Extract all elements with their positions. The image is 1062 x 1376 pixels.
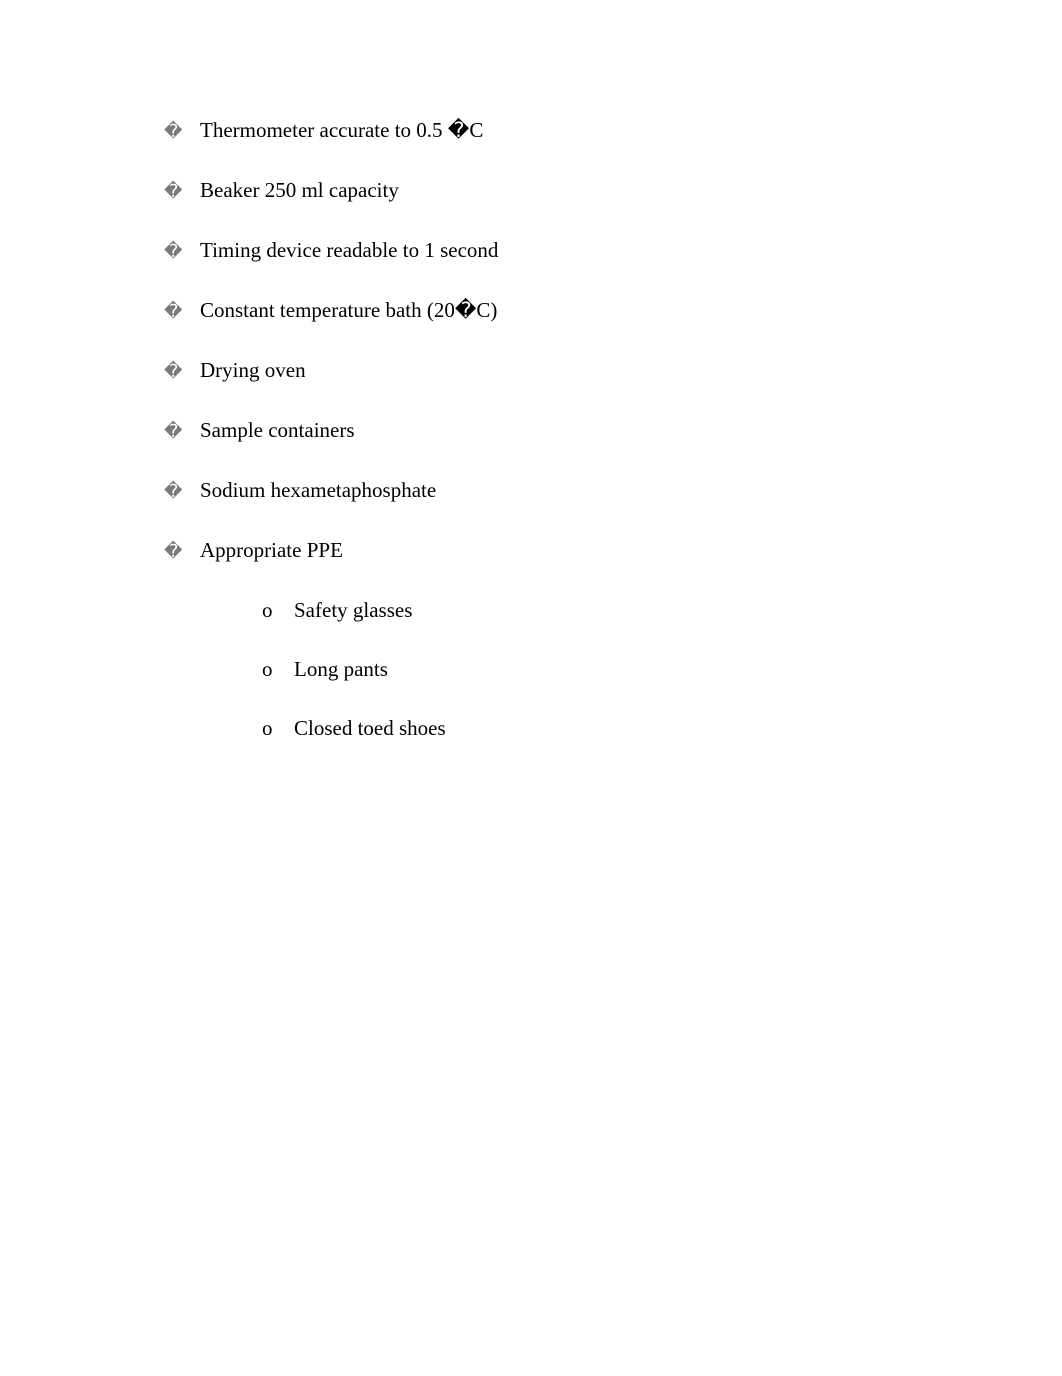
bullet-icon: �: [164, 358, 200, 383]
list-item: � Sodium hexametaphosphate: [164, 478, 1062, 503]
bullet-icon: �: [164, 478, 200, 503]
bullet-icon: �: [164, 298, 200, 323]
list-item: � Timing device readable to 1 second: [164, 238, 1062, 263]
list-item: � Sample containers: [164, 418, 1062, 443]
list-item: � Thermometer accurate to 0.5 �C: [164, 118, 1062, 143]
sub-list-item: o Long pants: [262, 657, 1062, 681]
bullet-icon: �: [164, 538, 200, 563]
list-item: � Beaker 250 ml capacity: [164, 178, 1062, 203]
list-item: � Appropriate PPE: [164, 538, 1062, 563]
list-item-text: Beaker 250 ml capacity: [200, 178, 399, 202]
list-item-text: Constant temperature bath (20�C): [200, 298, 497, 322]
bullet-icon: �: [164, 238, 200, 263]
list-item-text: Thermometer accurate to 0.5 �C: [200, 118, 483, 142]
sub-list: o Safety glasses o Long pants o Closed t…: [164, 598, 1062, 740]
bullet-icon: �: [164, 178, 200, 203]
list-item-text: Drying oven: [200, 358, 306, 382]
list-item-text: Timing device readable to 1 second: [200, 238, 498, 262]
document-page: � Thermometer accurate to 0.5 �C � Beake…: [0, 0, 1062, 740]
list-item-text: Sample containers: [200, 418, 355, 442]
list-item-text: Sodium hexametaphosphate: [200, 478, 436, 502]
list-item-text: Appropriate PPE: [200, 538, 343, 562]
sub-bullet-icon: o: [262, 657, 294, 681]
sub-list-item-text: Safety glasses: [294, 598, 412, 622]
sub-bullet-icon: o: [262, 716, 294, 740]
list-item: � Drying oven: [164, 358, 1062, 383]
sub-list-item-text: Long pants: [294, 657, 388, 681]
sub-list-item-text: Closed toed shoes: [294, 716, 446, 740]
list-item: � Constant temperature bath (20�C): [164, 298, 1062, 323]
sub-bullet-icon: o: [262, 598, 294, 622]
sub-list-item: o Closed toed shoes: [262, 716, 1062, 740]
bullet-icon: �: [164, 418, 200, 443]
sub-list-item: o Safety glasses: [262, 598, 1062, 622]
bullet-icon: �: [164, 118, 200, 143]
